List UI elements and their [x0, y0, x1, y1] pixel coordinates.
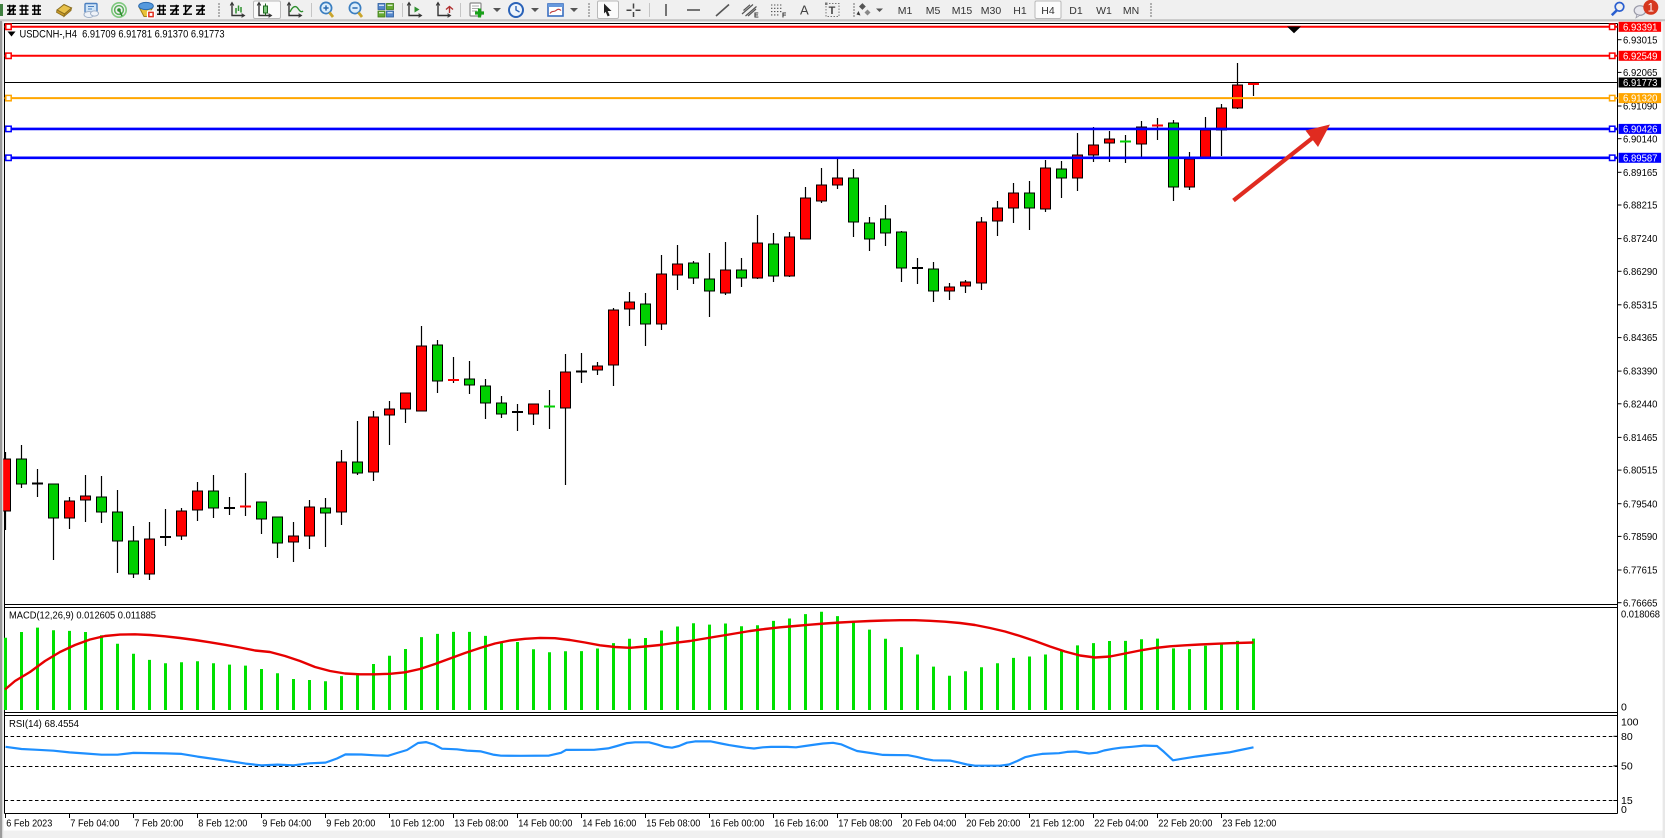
svg-text:21 Feb 12:00: 21 Feb 12:00: [1030, 819, 1084, 830]
svg-text:6.92065: 6.92065: [1623, 67, 1658, 79]
svg-text:6.90426: 6.90426: [1623, 124, 1658, 136]
svg-text:6.77615: 6.77615: [1623, 565, 1658, 577]
svg-text:9 Feb 20:00: 9 Feb 20:00: [326, 819, 375, 830]
svg-text:23 Feb 12:00: 23 Feb 12:00: [1222, 819, 1276, 830]
svg-text:20 Feb 20:00: 20 Feb 20:00: [966, 819, 1020, 830]
svg-text:17 Feb 08:00: 17 Feb 08:00: [838, 819, 892, 830]
svg-text:6.80515: 6.80515: [1623, 465, 1658, 477]
svg-text:8 Feb 12:00: 8 Feb 12:00: [198, 819, 247, 830]
svg-text:0: 0: [1621, 804, 1627, 816]
svg-text:6.92549: 6.92549: [1623, 50, 1658, 62]
svg-text:W1: W1: [1096, 5, 1112, 17]
svg-text:6.90140: 6.90140: [1623, 133, 1658, 145]
svg-text:6.86290: 6.86290: [1623, 266, 1658, 278]
svg-text:6.93391: 6.93391: [1623, 21, 1658, 33]
svg-text:6.82440: 6.82440: [1623, 398, 1658, 410]
svg-text:6.89587: 6.89587: [1623, 152, 1658, 164]
svg-text:F: F: [782, 13, 787, 20]
svg-text:M15: M15: [952, 5, 973, 17]
svg-text:H4: H4: [1041, 5, 1055, 17]
svg-text:MN: MN: [1123, 5, 1139, 17]
svg-text:6.91773: 6.91773: [1623, 77, 1658, 89]
svg-text:20 Feb 04:00: 20 Feb 04:00: [902, 819, 956, 830]
svg-text:6.81465: 6.81465: [1623, 432, 1658, 444]
svg-text:50: 50: [1621, 761, 1633, 773]
svg-text:T: T: [829, 5, 836, 17]
svg-text:E: E: [754, 13, 759, 20]
svg-text:15: 15: [1621, 795, 1633, 807]
svg-text:1: 1: [1648, 3, 1654, 15]
svg-text:6.76665: 6.76665: [1623, 597, 1658, 609]
svg-text:6.89165: 6.89165: [1623, 167, 1658, 179]
svg-text:15 Feb 08:00: 15 Feb 08:00: [646, 819, 700, 830]
svg-text:M1: M1: [898, 5, 913, 17]
svg-text:0: 0: [1621, 702, 1627, 714]
svg-text:7 Feb 04:00: 7 Feb 04:00: [70, 819, 119, 830]
svg-text:22 Feb 20:00: 22 Feb 20:00: [1158, 819, 1212, 830]
svg-text:10 Feb 12:00: 10 Feb 12:00: [390, 819, 444, 830]
svg-text:6.91090: 6.91090: [1623, 101, 1658, 113]
svg-text:6.78590: 6.78590: [1623, 531, 1658, 543]
svg-text:14 Feb 00:00: 14 Feb 00:00: [518, 819, 572, 830]
svg-text:0.018068: 0.018068: [1621, 609, 1660, 621]
svg-text:6.93015: 6.93015: [1623, 34, 1658, 46]
svg-text:6.83390: 6.83390: [1623, 366, 1658, 378]
svg-text:6.91320: 6.91320: [1623, 93, 1658, 105]
svg-text:80: 80: [1621, 731, 1633, 743]
svg-text:6.85315: 6.85315: [1623, 299, 1658, 311]
svg-text:6.84365: 6.84365: [1623, 332, 1658, 344]
svg-text:M5: M5: [926, 5, 941, 17]
svg-text:6.87240: 6.87240: [1623, 233, 1658, 245]
svg-text:9 Feb 04:00: 9 Feb 04:00: [262, 819, 311, 830]
svg-text:22 Feb 04:00: 22 Feb 04:00: [1094, 819, 1148, 830]
svg-text:100: 100: [1621, 717, 1639, 729]
svg-text:7 Feb 20:00: 7 Feb 20:00: [134, 819, 183, 830]
svg-text:16 Feb 00:00: 16 Feb 00:00: [710, 819, 764, 830]
svg-text:6.88215: 6.88215: [1623, 200, 1658, 212]
svg-text:16 Feb 16:00: 16 Feb 16:00: [774, 819, 828, 830]
svg-text:H1: H1: [1013, 5, 1027, 17]
svg-text:13 Feb 08:00: 13 Feb 08:00: [454, 819, 508, 830]
svg-text:M30: M30: [981, 5, 1002, 17]
svg-text:6.79540: 6.79540: [1623, 498, 1658, 510]
svg-text:14 Feb 16:00: 14 Feb 16:00: [582, 819, 636, 830]
svg-text:MACD(12,26,9) 0.012605 0.01188: MACD(12,26,9) 0.012605 0.011885: [9, 610, 156, 622]
svg-text:RSI(14) 68.4554: RSI(14) 68.4554: [9, 718, 79, 730]
svg-text:USDCNH-,H4 6.91709 6.91781 6.: USDCNH-,H4 6.91709 6.91781 6.91370 6.917…: [20, 29, 225, 41]
svg-text:6 Feb 2023: 6 Feb 2023: [6, 819, 52, 830]
svg-text:D1: D1: [1069, 5, 1083, 17]
svg-text:A: A: [800, 3, 809, 18]
